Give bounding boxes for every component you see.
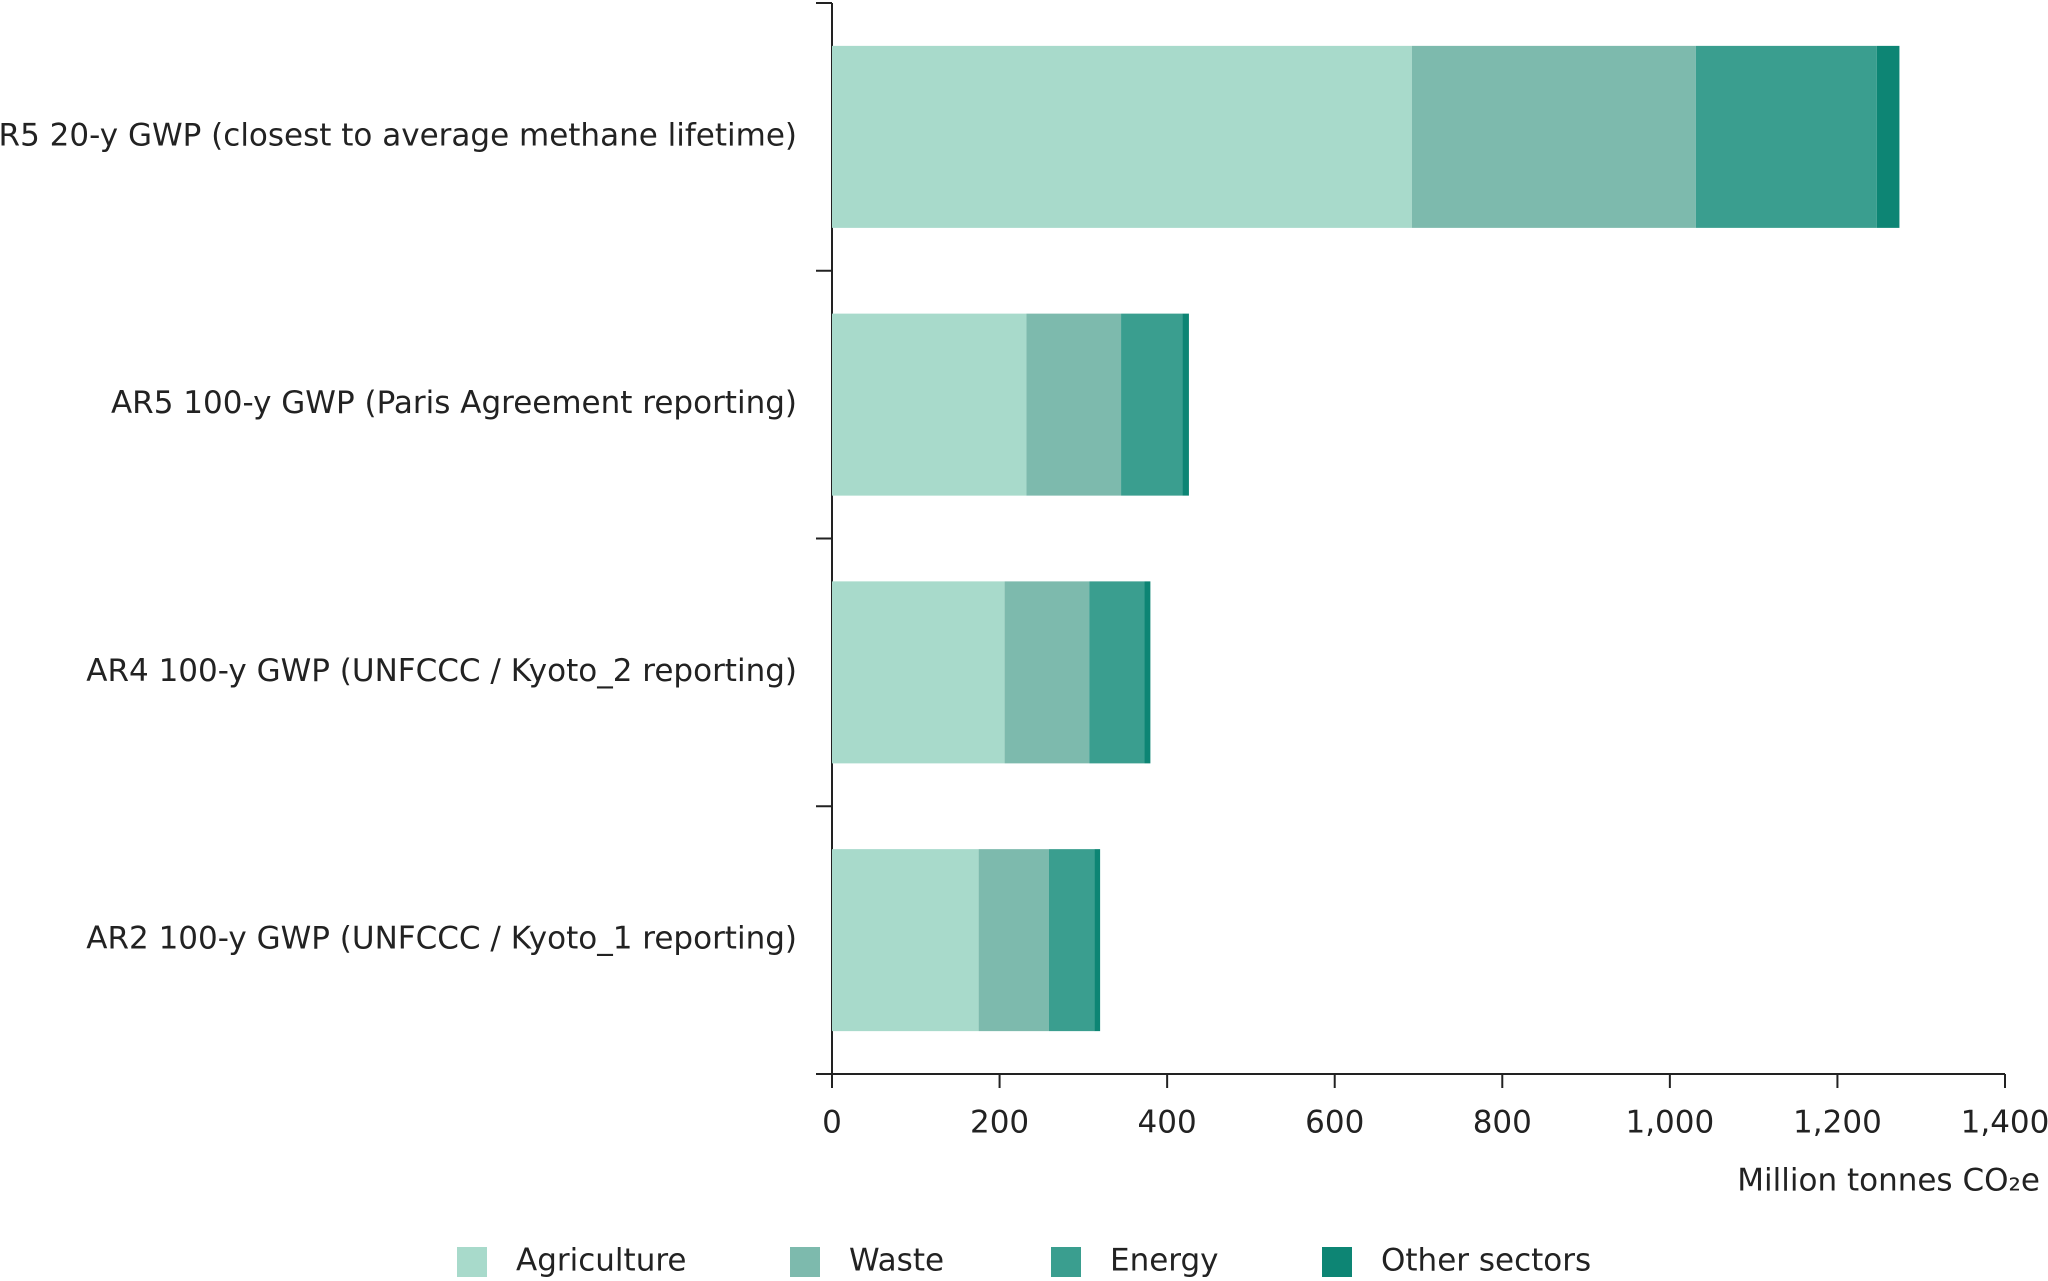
bar-segment	[1026, 313, 1122, 496]
x-tick-label: 1,000	[1625, 1105, 1714, 1141]
legend-label: Waste	[849, 1243, 944, 1279]
bar-segment	[1049, 849, 1095, 1032]
legend-swatch	[1322, 1247, 1352, 1277]
x-tick-label: 400	[1138, 1105, 1197, 1141]
bar-segment	[1121, 313, 1183, 496]
legend-label: Agriculture	[516, 1243, 687, 1279]
bar-segment	[832, 313, 1027, 496]
x-tick-label: 800	[1473, 1105, 1532, 1141]
bar-segment	[1182, 313, 1189, 496]
x-tick-label: 1,400	[1961, 1105, 2048, 1141]
x-tick-label: 200	[970, 1105, 1029, 1141]
legend-swatch	[1051, 1247, 1081, 1277]
bar-segment	[832, 849, 979, 1032]
y-tick-label: AR2 100-y GWP (UNFCCC / Kyoto_1 reportin…	[86, 921, 797, 957]
bar-segment	[1004, 581, 1090, 764]
bar-segment	[978, 849, 1050, 1032]
bar-segment	[1089, 581, 1145, 764]
bar-segment	[832, 45, 1412, 228]
legend-label: Other sectors	[1381, 1243, 1591, 1279]
bar-segment	[1411, 45, 1696, 228]
legend-swatch	[790, 1247, 820, 1277]
legend-swatch	[457, 1247, 487, 1277]
x-tick-label: 600	[1305, 1105, 1364, 1141]
bar-segment	[1094, 849, 1101, 1032]
x-tick-label: 0	[822, 1105, 842, 1141]
bar-segment	[1876, 45, 1900, 228]
bar-segment	[1695, 45, 1877, 228]
y-tick-label: AR4 100-y GWP (UNFCCC / Kyoto_2 reportin…	[86, 653, 797, 689]
x-tick-label: 1,200	[1793, 1105, 1882, 1141]
y-tick-label: AR5 20-y GWP (closest to average methane…	[0, 117, 797, 153]
x-axis-title: Million tonnes CO₂e	[1737, 1163, 2040, 1199]
y-tick-label: AR5 100-y GWP (Paris Agreement reporting…	[111, 385, 797, 421]
legend-label: Energy	[1110, 1243, 1219, 1279]
bar-segment	[832, 581, 1005, 764]
bar-segment	[1144, 581, 1151, 764]
